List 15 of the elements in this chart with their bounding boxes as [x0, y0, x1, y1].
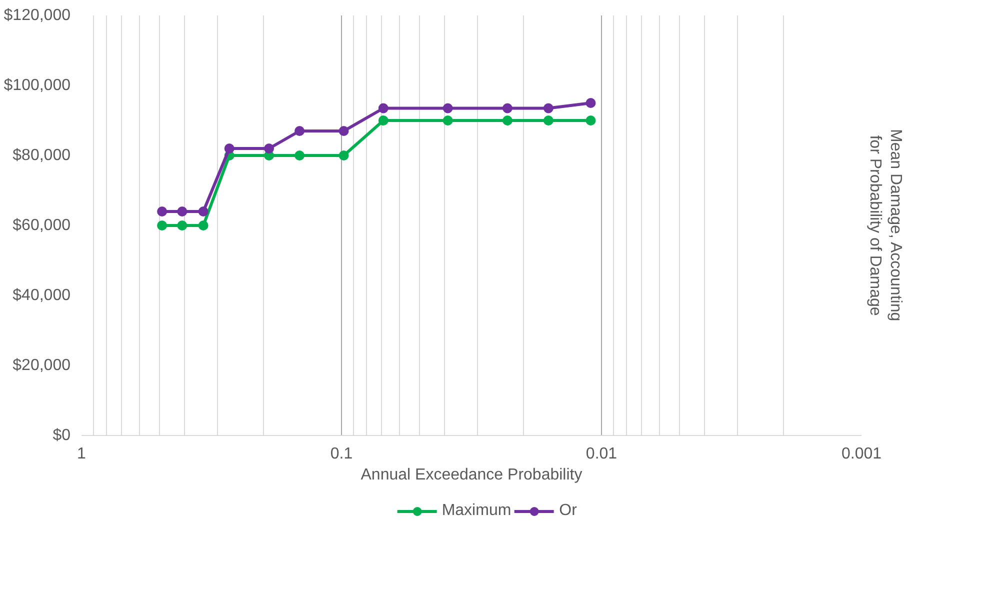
- y-tick-label: $20,000: [12, 357, 71, 374]
- x-tick-label: 1: [77, 446, 86, 462]
- y-tick-label: $60,000: [12, 217, 71, 234]
- y-tick-label: $40,000: [12, 287, 71, 304]
- x-tick-label: 0.1: [330, 446, 353, 462]
- legend-label: Maximum: [442, 502, 512, 520]
- y-tick-label: $120,000: [4, 7, 71, 24]
- x-tick-label: 0.01: [586, 446, 618, 462]
- legend-label: Or: [559, 502, 578, 520]
- y-tick-label: $80,000: [12, 147, 71, 164]
- y-tick-label: $100,000: [4, 77, 71, 94]
- x-tick-label: 0.001: [841, 446, 882, 462]
- y-tick-label: $0: [52, 427, 71, 444]
- y-axis-title: Mean Damage, Accounting for Probability of Damage: [866, 129, 904, 322]
- x-axis-title: Annual Exceedance Probability: [360, 466, 582, 484]
